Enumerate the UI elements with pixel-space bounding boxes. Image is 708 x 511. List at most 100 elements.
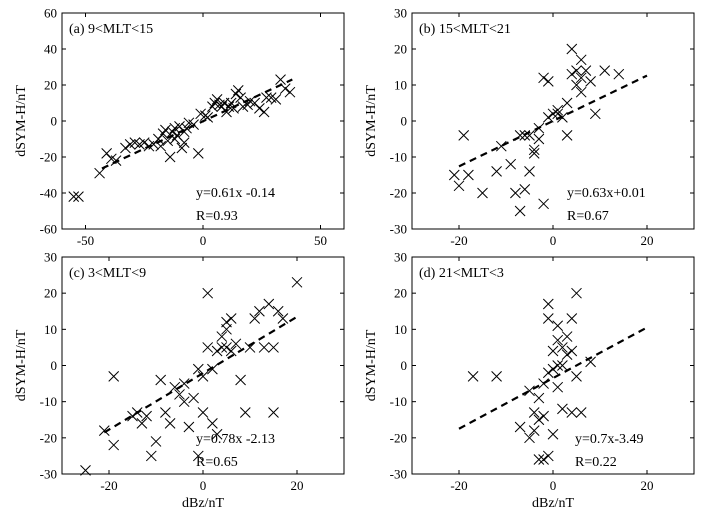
correlation-coefficient: R=0.22 [575, 455, 617, 470]
data-point [225, 313, 237, 324]
x-tick-label: 0 [200, 233, 207, 248]
data-point [178, 126, 190, 138]
panel-c: -20 0 20 -30 -20 -10 0 10 20 30 dSYM-H/nT dBz/nT (c)… [14, 250, 345, 511]
panel-title: (b) 15<MLT<21 [419, 22, 511, 37]
data-point [169, 381, 181, 393]
data-point [514, 130, 526, 141]
data-point [188, 119, 199, 130]
y-tick-label: -10 [390, 394, 407, 409]
data-point [169, 133, 181, 145]
data-point [162, 135, 174, 147]
data-point [519, 130, 531, 141]
regression-equation: y=0.63x+0.01 [567, 186, 646, 201]
data-point [552, 320, 564, 332]
y-tick-label: 30 [44, 250, 57, 265]
data-point [561, 349, 573, 361]
data-point [528, 144, 540, 156]
data-point [571, 370, 582, 382]
data-point [458, 130, 470, 141]
y-tick-label: -10 [40, 394, 57, 409]
data-point [566, 313, 578, 324]
data-point [270, 94, 282, 105]
data-point [164, 418, 176, 429]
correlation-coefficient: R=0.65 [196, 455, 238, 470]
data-point [211, 94, 223, 105]
data-point [235, 374, 246, 386]
data-point [589, 108, 601, 120]
data-point [547, 428, 559, 440]
data-point [528, 148, 540, 159]
panel-title: (a) 9<MLT<15 [69, 22, 153, 37]
y-tick-label: 30 [394, 250, 407, 265]
data-point [263, 298, 275, 310]
data-point [557, 360, 568, 371]
data-point [258, 106, 270, 118]
data-point [561, 97, 573, 109]
data-point [514, 421, 526, 433]
data-point [279, 83, 291, 94]
y-tick-label: 20 [44, 78, 57, 93]
data-point [110, 155, 122, 166]
data-point [575, 86, 587, 98]
data-point [524, 130, 535, 141]
data-point [542, 367, 554, 379]
data-point [202, 342, 214, 353]
data-point [254, 103, 265, 114]
data-point [155, 374, 167, 386]
regression-equation: y=0.7x-3.49 [575, 432, 644, 447]
data-point [120, 142, 131, 154]
y-tick-label: 0 [401, 114, 408, 129]
data-point [145, 450, 157, 462]
data-point [174, 389, 185, 400]
data-point [528, 425, 540, 436]
y-tick-label: 0 [401, 358, 408, 373]
data-point [202, 287, 214, 299]
data-point [192, 148, 204, 159]
panel-d: -20 0 20 -30 -20 -10 0 10 20 30 dSYM-H/nT dBz/nT (d)… [364, 250, 695, 511]
data-point [183, 421, 195, 433]
data-point [188, 392, 199, 404]
data-point [585, 356, 596, 368]
data-point [150, 436, 162, 447]
data-point [542, 112, 554, 123]
data-point [524, 432, 535, 444]
data-point [211, 345, 223, 357]
y-tick-label: 20 [394, 286, 407, 301]
data-point [284, 86, 296, 98]
data-point [268, 407, 279, 418]
x-axis-label: dBz/nT [182, 496, 224, 511]
data-point [557, 403, 568, 415]
y-tick-label: 0 [51, 114, 58, 129]
data-point [249, 313, 261, 324]
data-point [254, 305, 265, 317]
y-axis-label: dSYM-H/nT [14, 329, 29, 401]
correlation-coefficient: R=0.93 [196, 209, 238, 224]
data-point [533, 133, 545, 145]
data-point [230, 88, 242, 100]
data-point [216, 331, 228, 342]
data-point [557, 342, 568, 353]
regression-equation: y=0.61x -0.14 [196, 186, 275, 201]
data-point [261, 92, 272, 103]
data-point [141, 410, 152, 422]
y-tick-label: -30 [40, 467, 57, 482]
x-tick-label: 20 [641, 233, 654, 248]
correlation-coefficient: R=0.67 [567, 209, 609, 224]
data-point [542, 76, 554, 87]
fit-line [458, 326, 648, 430]
data-point [448, 169, 460, 181]
data-point [192, 363, 204, 375]
data-point [495, 140, 507, 152]
data-point [197, 370, 209, 382]
data-point [221, 323, 232, 335]
data-point [533, 122, 545, 134]
data-point [207, 363, 218, 375]
data-point [164, 151, 176, 163]
data-point [463, 169, 474, 181]
data-point [94, 167, 105, 179]
data-point [131, 407, 143, 418]
x-tick-label: -20 [100, 478, 117, 493]
data-point [178, 137, 190, 148]
y-tick-label: 20 [44, 286, 57, 301]
x-axis-label: dBz/nT [532, 496, 574, 511]
